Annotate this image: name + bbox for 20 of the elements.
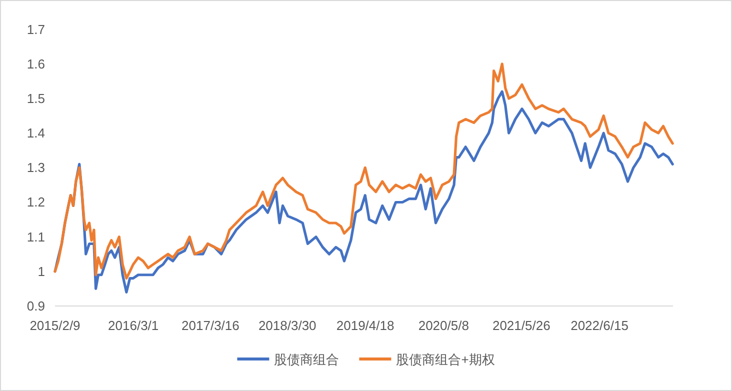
y-tick-label: 1.1 <box>26 229 45 244</box>
x-tick-label: 2021/5/26 <box>492 318 550 333</box>
y-tick-label: 1.4 <box>26 126 45 141</box>
y-tick-label: 1.3 <box>26 160 45 176</box>
legend-label: 股债商组合 <box>274 352 340 367</box>
y-tick-label: 0.9 <box>26 298 45 314</box>
x-tick-label: 2022/6/15 <box>570 318 628 333</box>
x-tick-label: 2016/3/1 <box>108 318 159 333</box>
y-tick-label: 1.5 <box>26 90 45 106</box>
legend-label: 股债商组合+期权 <box>396 352 495 367</box>
x-tick-label: 2017/3/16 <box>182 318 240 333</box>
line-series <box>54 62 674 280</box>
y-tick-label: 1 <box>38 264 45 279</box>
x-tick-label: 2020/5/8 <box>418 318 469 333</box>
y-tick-label: 1.2 <box>26 194 45 210</box>
y-tick-label: 1.6 <box>26 56 45 72</box>
y-tick-label: 1.7 <box>26 22 45 37</box>
x-tick-label: 2018/3/30 <box>258 318 316 333</box>
x-tick-label: 2015/2/9 <box>30 318 80 333</box>
x-tick-label: 2019/4/18 <box>336 318 394 333</box>
